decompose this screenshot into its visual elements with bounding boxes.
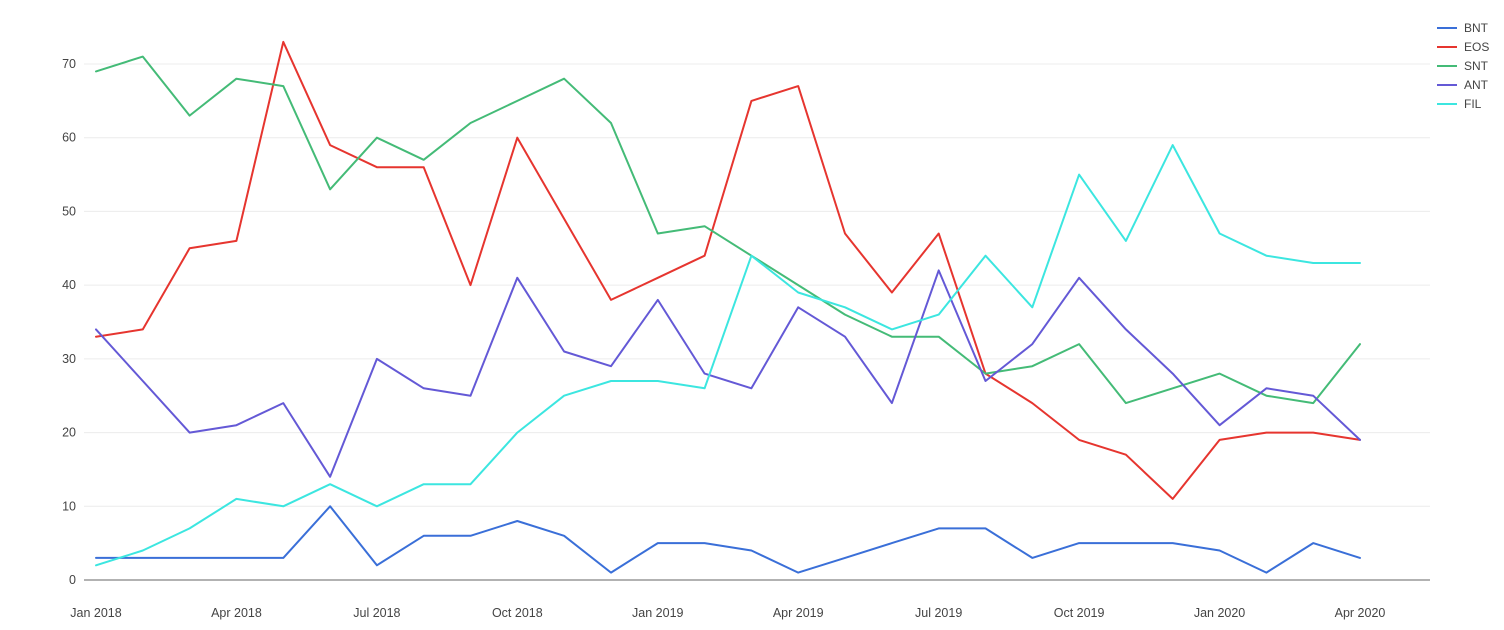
legend-item-snt[interactable]: SNT <box>1437 60 1489 72</box>
series-line-fil <box>95 144 1361 567</box>
x-axis-tick-label: Jan 2020 <box>1194 606 1245 620</box>
x-axis-tick-label: Apr 2020 <box>1335 606 1386 620</box>
legend-label: ANT <box>1464 78 1488 92</box>
legend-line-swatch-bnt <box>1437 27 1457 29</box>
y-axis-tick-label: 20 <box>62 426 76 440</box>
legend-line-swatch-eos <box>1437 46 1457 48</box>
legend-label: BNT <box>1464 21 1488 35</box>
x-axis-tick-label: Jul 2018 <box>353 606 400 620</box>
x-axis-tick-label: Oct 2018 <box>492 606 543 620</box>
series-line-ant <box>95 269 1361 478</box>
legend-line-swatch-snt <box>1437 65 1457 67</box>
legend-label: FIL <box>1464 97 1482 111</box>
x-axis-tick-label: Jul 2019 <box>915 606 962 620</box>
legend-label: EOS <box>1464 40 1490 54</box>
legend-item-eos[interactable]: EOS <box>1437 41 1489 53</box>
y-axis-tick-label: 50 <box>62 204 76 218</box>
series-line-bnt <box>95 505 1361 574</box>
legend-item-fil[interactable]: FIL <box>1437 98 1489 110</box>
x-axis-tick-label: Oct 2019 <box>1054 606 1105 620</box>
chart-legend: BNT EOS SNT ANT FIL <box>1437 22 1489 110</box>
y-axis-tick-label: 30 <box>62 352 76 366</box>
x-axis-tick-label: Jan 2018 <box>70 606 121 620</box>
legend-label: SNT <box>1464 59 1488 73</box>
y-axis-tick-label: 10 <box>62 499 76 513</box>
y-axis-tick-label: 0 <box>69 573 76 587</box>
x-axis-tick-label: Apr 2019 <box>773 606 824 620</box>
series-line-snt <box>95 55 1361 405</box>
legend-line-swatch-fil <box>1437 103 1457 105</box>
legend-line-swatch-ant <box>1437 84 1457 86</box>
legend-item-ant[interactable]: ANT <box>1437 79 1489 91</box>
legend-item-bnt[interactable]: BNT <box>1437 22 1489 34</box>
series-line-eos <box>95 40 1361 500</box>
x-axis-tick-label: Jan 2019 <box>632 606 683 620</box>
y-axis-tick-label: 40 <box>62 278 76 292</box>
y-axis-tick-label: 70 <box>62 57 76 71</box>
y-axis-tick-label: 60 <box>62 131 76 145</box>
x-axis-tick-label: Apr 2018 <box>211 606 262 620</box>
